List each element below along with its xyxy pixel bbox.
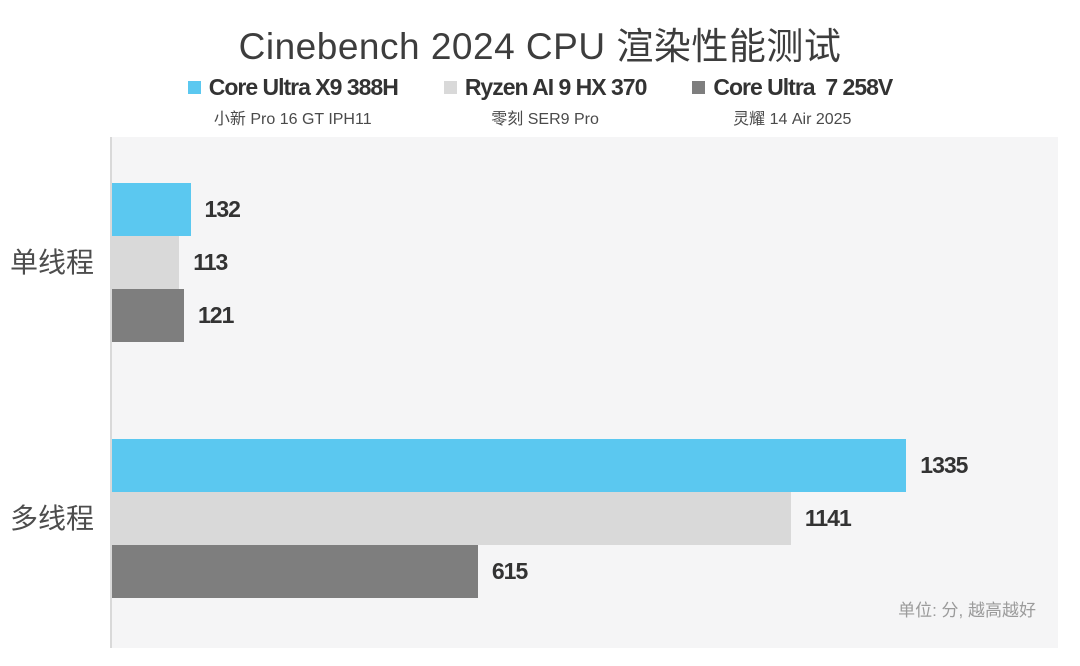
plot-area: 132 113 121 1335 1141 615 bbox=[110, 137, 1058, 648]
legend-item-core-ultra-7-258v: Core Ultra 7 258V 灵耀 14 Air 2025 bbox=[692, 74, 893, 129]
bar-single-thread-core-ultra-x9-388h bbox=[112, 183, 191, 236]
legend-label: Core Ultra 7 258V bbox=[713, 74, 893, 100]
legend-item-ryzen-ai-9-hx-370: Ryzen AI 9 HX 370 零刻 SER9 Pro bbox=[443, 74, 648, 129]
legend-device-label: 零刻 SER9 Pro bbox=[491, 111, 599, 128]
bar-value-label: 1141 bbox=[804, 505, 852, 531]
legend-label: Core Ultra X9 388H bbox=[208, 74, 399, 100]
category-label-single-thread: 单线程 bbox=[9, 247, 94, 278]
bar-row: 615 bbox=[112, 545, 1058, 598]
bar-value-label: 113 bbox=[193, 249, 228, 275]
chart-title: Cinebench 2024 CPU 渲染性能测试 bbox=[238, 26, 842, 67]
unit-footnote: 单位: 分, 越高越好 bbox=[898, 601, 1036, 620]
legend-entry: Core Ultra 7 258V bbox=[692, 74, 893, 101]
bar-multi-thread-core-ultra-x9-388h bbox=[112, 439, 907, 492]
bar-value-label: 132 bbox=[204, 196, 241, 222]
bar-group-single-thread: 132 113 121 bbox=[112, 183, 1058, 342]
bar-row: 121 bbox=[112, 289, 1058, 342]
bar-value-label: 615 bbox=[491, 558, 528, 584]
bar-row: 132 bbox=[112, 183, 1058, 236]
legend-entry: Core Ultra X9 388H bbox=[187, 74, 399, 101]
legend-item-core-ultra-x9-388h: Core Ultra X9 388H 小新 Pro 16 GT IPH11 bbox=[187, 74, 399, 129]
legend-device-label: 小新 Pro 16 GT IPH11 bbox=[213, 111, 372, 128]
legend: Core Ultra X9 388H 小新 Pro 16 GT IPH11 Ry… bbox=[0, 74, 1080, 129]
bar-group-multi-thread: 1335 1141 615 bbox=[112, 439, 1058, 598]
legend-entry: Ryzen AI 9 HX 370 bbox=[443, 74, 648, 101]
bar-value-label: 1335 bbox=[920, 452, 968, 478]
legend-swatch-dark-gray bbox=[692, 81, 706, 94]
category-label-multi-thread: 多线程 bbox=[9, 503, 94, 534]
legend-label: Ryzen AI 9 HX 370 bbox=[464, 74, 648, 100]
bar-multi-thread-core-ultra-7-258v bbox=[112, 545, 478, 598]
bar-multi-thread-ryzen-ai-9-hx-370 bbox=[112, 492, 791, 545]
legend-swatch-light-gray bbox=[443, 81, 457, 94]
bar-value-label: 121 bbox=[197, 302, 234, 328]
bar-row: 1141 bbox=[112, 492, 1058, 545]
bar-single-thread-core-ultra-7-258v bbox=[112, 289, 184, 342]
bar-row: 113 bbox=[112, 236, 1058, 289]
bar-single-thread-ryzen-ai-9-hx-370 bbox=[112, 236, 180, 289]
bar-row: 1335 bbox=[112, 439, 1058, 492]
legend-swatch-cyan bbox=[187, 81, 201, 94]
legend-device-label: 灵耀 14 Air 2025 bbox=[733, 111, 852, 128]
